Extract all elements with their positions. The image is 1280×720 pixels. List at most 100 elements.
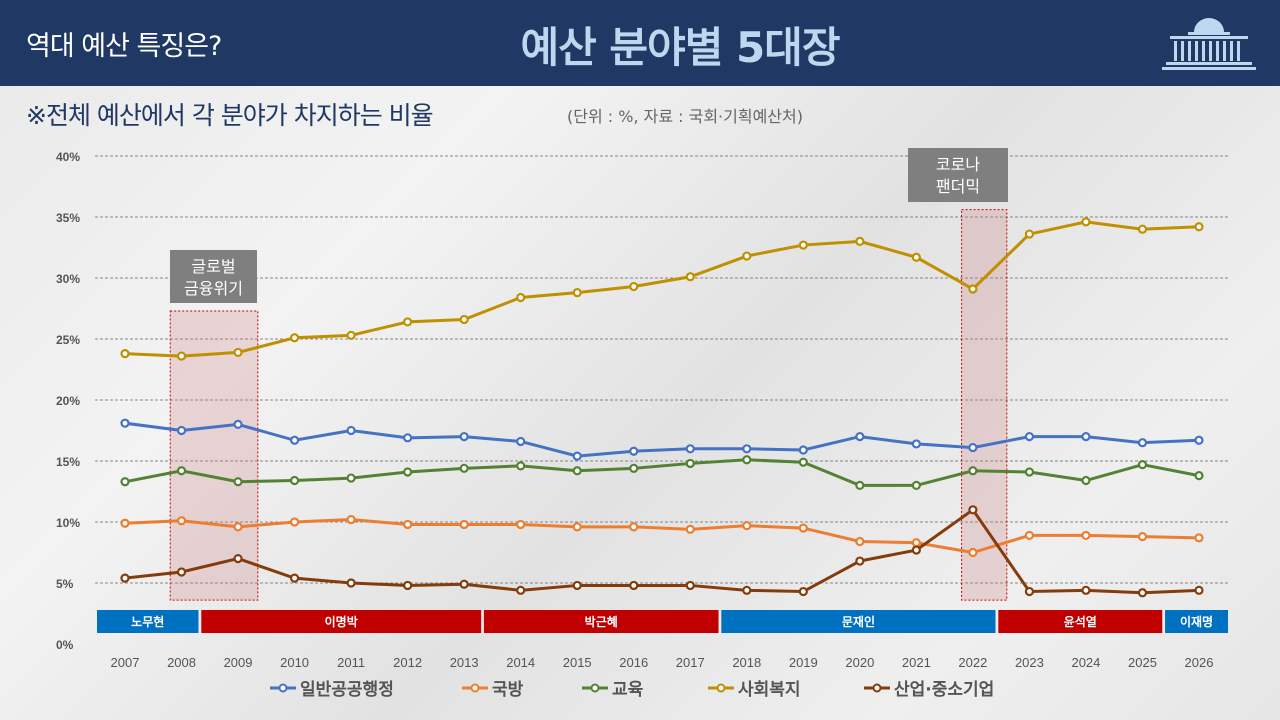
data-point — [742, 455, 752, 465]
legend-label: 사회복지 — [738, 680, 801, 700]
data-point — [855, 556, 865, 566]
data-point — [176, 567, 187, 577]
data-point — [120, 518, 130, 528]
unit-source: (단위 : %, 자료 : 국회·기획예산처) — [567, 107, 803, 126]
data-point — [403, 519, 413, 530]
y-tick-label: 20% — [56, 394, 80, 408]
data-point — [968, 466, 978, 476]
data-point — [289, 517, 300, 527]
data-point — [233, 477, 243, 487]
series-line — [124, 220, 1200, 358]
legend-label: 산업·중소기업 — [894, 680, 994, 700]
data-point — [1081, 530, 1091, 541]
x-tick-label: 2015 — [563, 655, 592, 670]
legend-label: 국방 — [492, 680, 524, 700]
y-tick-label: 5% — [56, 577, 74, 591]
legend-label: 교육 — [612, 680, 644, 700]
data-point — [629, 281, 639, 292]
annotation-box — [908, 148, 1008, 202]
era-label: 윤석열 — [1064, 614, 1097, 629]
data-point — [629, 446, 639, 456]
x-tick-label: 2013 — [450, 655, 479, 670]
data-point — [1024, 530, 1035, 541]
era-label: 이재명 — [1180, 614, 1213, 629]
data-point — [120, 573, 130, 583]
annotation-label: 팬더믹 — [936, 177, 980, 196]
x-tick-label: 2025 — [1128, 655, 1157, 670]
series-line — [124, 518, 1200, 555]
data-point — [233, 419, 243, 429]
data-point — [120, 477, 130, 487]
national-assembly-icon — [1162, 18, 1256, 70]
data-point — [289, 573, 300, 583]
data-point — [1137, 532, 1148, 542]
data-point — [855, 480, 865, 490]
data-point — [516, 436, 526, 447]
data-point — [516, 461, 526, 471]
data-point — [176, 466, 187, 476]
data-point — [855, 432, 865, 442]
data-point — [629, 580, 639, 591]
data-point — [1194, 435, 1204, 445]
y-tick-label: 35% — [56, 211, 80, 225]
y-tick-label: 0% — [56, 638, 74, 652]
data-point — [1194, 533, 1204, 543]
era-band — [998, 610, 1163, 633]
y-tick-label: 40% — [56, 150, 80, 164]
data-point — [968, 284, 978, 294]
data-point — [459, 519, 469, 530]
data-point — [1194, 585, 1204, 595]
legend-marker — [278, 683, 288, 693]
data-point — [968, 547, 978, 558]
data-point — [1194, 222, 1204, 232]
y-tick-label: 10% — [56, 516, 80, 530]
legend-marker — [470, 683, 480, 693]
legend-marker — [590, 683, 600, 693]
data-point — [1024, 586, 1035, 597]
data-point — [176, 351, 187, 361]
legend-label: 일반공공행정 — [300, 680, 394, 700]
data-point — [911, 439, 921, 449]
x-tick-label: 2024 — [1071, 655, 1100, 670]
era-band — [201, 610, 482, 633]
x-tick-label: 2019 — [789, 655, 818, 670]
data-point — [120, 349, 130, 359]
data-point — [685, 458, 695, 469]
era-label: 문재인 — [842, 614, 875, 629]
data-point — [403, 317, 413, 327]
era-band — [721, 610, 996, 633]
x-tick-label: 2021 — [902, 655, 931, 670]
data-point — [1081, 432, 1091, 442]
data-point — [459, 432, 469, 442]
data-point — [233, 347, 243, 358]
chart-note: ※전체 예산에서 각 분야가 차지하는 비율 — [26, 101, 434, 130]
data-point — [855, 536, 865, 547]
x-tick-label: 2018 — [732, 655, 761, 670]
data-point — [798, 240, 808, 250]
data-point — [289, 475, 300, 486]
data-point — [572, 451, 582, 461]
x-tick-label: 2012 — [393, 655, 422, 670]
data-point — [176, 425, 187, 436]
data-point — [742, 585, 752, 595]
x-tick-label: 2009 — [224, 655, 253, 670]
data-point — [798, 445, 808, 455]
data-point — [911, 538, 921, 548]
highlight-period — [961, 209, 1008, 601]
data-point — [459, 314, 469, 325]
page-title: 예산 분야별 5대장 — [520, 23, 841, 72]
era-label: 박근혜 — [585, 614, 618, 629]
data-point — [403, 467, 413, 477]
era-label: 이명박 — [325, 614, 358, 629]
y-tick-label: 25% — [56, 333, 80, 347]
data-point — [516, 292, 526, 303]
era-label: 노무현 — [131, 614, 164, 629]
x-tick-label: 2010 — [280, 655, 309, 670]
data-point — [1137, 438, 1148, 448]
data-point — [742, 521, 752, 531]
legend-marker — [716, 683, 726, 693]
data-point — [968, 505, 978, 515]
data-point — [1137, 460, 1148, 470]
y-tick-label: 30% — [56, 272, 80, 286]
data-point — [911, 480, 921, 490]
